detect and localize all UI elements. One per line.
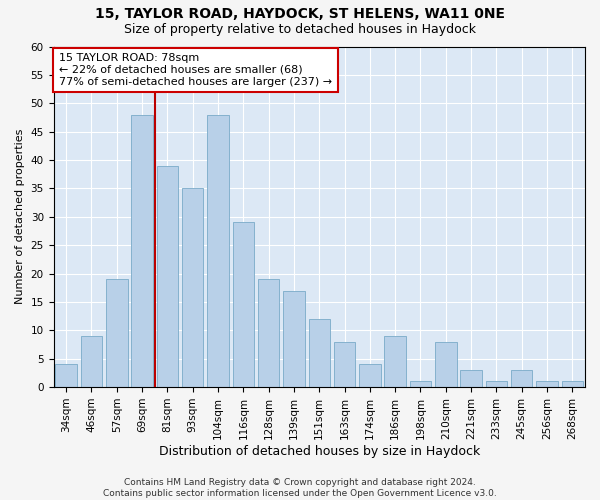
- Bar: [460, 370, 482, 387]
- Bar: [157, 166, 178, 387]
- Bar: [562, 382, 583, 387]
- Bar: [182, 188, 203, 387]
- Bar: [207, 114, 229, 387]
- Bar: [81, 336, 102, 387]
- Bar: [131, 114, 153, 387]
- Text: 15, TAYLOR ROAD, HAYDOCK, ST HELENS, WA11 0NE: 15, TAYLOR ROAD, HAYDOCK, ST HELENS, WA1…: [95, 8, 505, 22]
- Bar: [308, 319, 330, 387]
- Bar: [258, 279, 280, 387]
- Bar: [511, 370, 532, 387]
- Bar: [410, 382, 431, 387]
- Bar: [233, 222, 254, 387]
- Text: 15 TAYLOR ROAD: 78sqm
← 22% of detached houses are smaller (68)
77% of semi-deta: 15 TAYLOR ROAD: 78sqm ← 22% of detached …: [59, 54, 332, 86]
- Bar: [106, 279, 128, 387]
- Bar: [435, 342, 457, 387]
- Bar: [359, 364, 380, 387]
- Text: Contains HM Land Registry data © Crown copyright and database right 2024.
Contai: Contains HM Land Registry data © Crown c…: [103, 478, 497, 498]
- X-axis label: Distribution of detached houses by size in Haydock: Distribution of detached houses by size …: [158, 444, 480, 458]
- Bar: [485, 382, 507, 387]
- Bar: [334, 342, 355, 387]
- Bar: [385, 336, 406, 387]
- Y-axis label: Number of detached properties: Number of detached properties: [15, 129, 25, 304]
- Bar: [283, 290, 305, 387]
- Bar: [55, 364, 77, 387]
- Text: Size of property relative to detached houses in Haydock: Size of property relative to detached ho…: [124, 22, 476, 36]
- Bar: [536, 382, 558, 387]
